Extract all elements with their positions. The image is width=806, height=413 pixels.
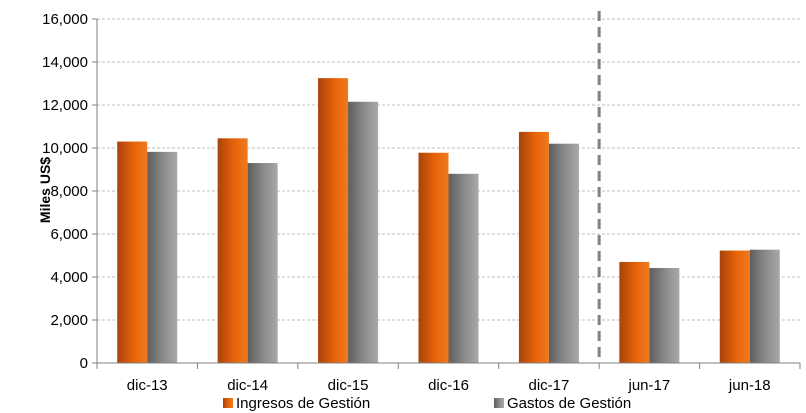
x-tick-label: dic-16 [428,377,469,394]
x-tick-label: dic-17 [528,377,569,394]
y-tick-label: 4,000 [50,269,88,286]
legend-label-gastos: Gastos de Gestión [507,395,631,412]
y-tick-label: 2,000 [50,312,88,329]
legend-label-ingresos: Ingresos de Gestión [236,395,370,412]
bar-ingresos [418,152,449,363]
legend-swatch-gastos [494,398,504,408]
bar-gastos [749,249,780,363]
x-tick-label: dic-15 [328,377,369,394]
bar-ingresos [518,131,549,363]
x-tick-label: jun-17 [628,377,671,394]
legend-swatch-ingresos [223,398,233,408]
y-tick-label: 8,000 [50,183,88,200]
y-axis-label: Miles US$ [37,157,53,223]
bar-ingresos [117,141,148,363]
bar-ingresos [318,78,349,363]
y-tick-label: 6,000 [50,226,88,243]
legend: Ingresos de Gestión Gastos de Gestión [223,395,631,412]
bars [117,78,780,364]
x-tick-label: dic-13 [127,377,168,394]
y-tick-label: 14,000 [42,54,88,71]
bar-ingresos [619,261,650,363]
bar-gastos [649,267,680,363]
y-tick-label: 0 [80,355,88,372]
y-axis-ticks: 0 2,000 4,000 6,000 8,000 10,000 12,000 14,000 1… [42,11,97,372]
y-tick-label: 16,000 [42,11,88,28]
bar-ingresos [719,250,750,363]
bar-gastos [348,101,379,364]
bar-gastos [448,173,479,363]
y-tick-label: 12,000 [42,97,88,114]
bar-gastos [548,143,579,363]
bar-ingresos [217,138,248,363]
bar-gastos [147,151,178,363]
y-tick-label: 10,000 [42,140,88,157]
x-tick-label: dic-14 [227,377,268,394]
bar-gastos [247,163,278,363]
x-tick-label: jun-18 [728,377,771,394]
axes [96,11,800,364]
x-axis-ticks: dic-13 dic-14 dic-15 dic-16 dic-17 jun-17 jun-… [96,363,801,394]
